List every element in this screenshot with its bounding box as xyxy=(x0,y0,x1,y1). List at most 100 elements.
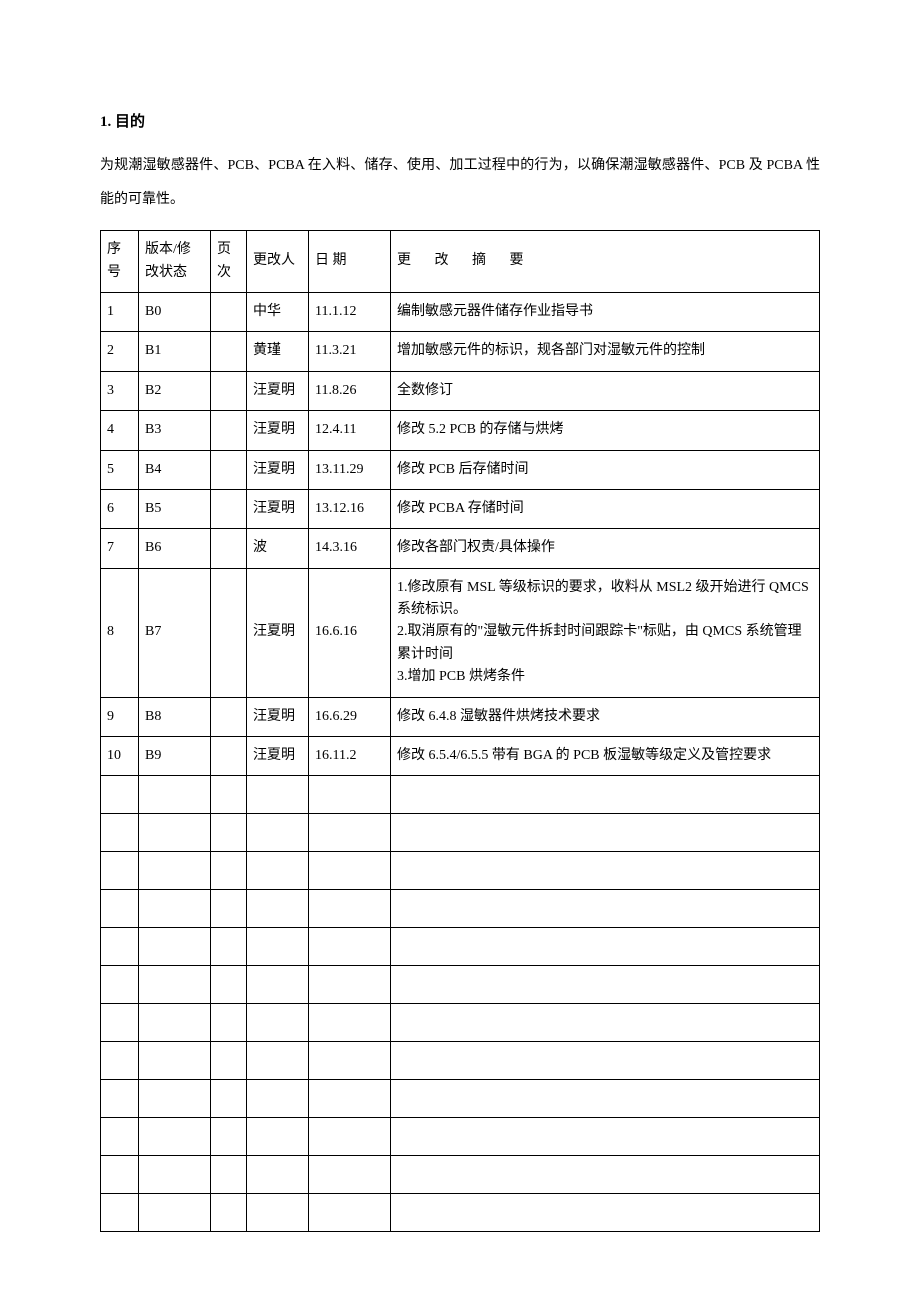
table-row-empty xyxy=(101,890,820,928)
cell-empty xyxy=(139,966,211,1004)
cell-empty xyxy=(101,814,139,852)
table-row-empty xyxy=(101,852,820,890)
table-row-empty xyxy=(101,1194,820,1232)
cell-empty xyxy=(139,1004,211,1042)
table-row-empty xyxy=(101,776,820,814)
table-row-empty xyxy=(101,1004,820,1042)
cell-version: B0 xyxy=(139,292,211,331)
table-row-empty xyxy=(101,928,820,966)
cell-date: 13.11.29 xyxy=(309,450,391,489)
section-title: 目的 xyxy=(115,114,145,130)
table-row: 7B6波14.3.16修改各部门权责/具体操作 xyxy=(101,529,820,568)
section-number: 1. xyxy=(100,114,111,130)
cell-page xyxy=(211,568,247,697)
cell-empty xyxy=(101,852,139,890)
cell-empty xyxy=(309,776,391,814)
cell-empty xyxy=(139,814,211,852)
col-header-author: 更改人 xyxy=(247,231,309,293)
cell-empty xyxy=(101,928,139,966)
cell-version: B4 xyxy=(139,450,211,489)
cell-empty xyxy=(391,966,820,1004)
cell-empty xyxy=(211,928,247,966)
cell-author: 中华 xyxy=(247,292,309,331)
cell-version: B5 xyxy=(139,489,211,528)
cell-empty xyxy=(101,1004,139,1042)
cell-version: B1 xyxy=(139,332,211,371)
cell-empty xyxy=(211,1194,247,1232)
cell-empty xyxy=(139,1042,211,1080)
table-row-empty xyxy=(101,1118,820,1156)
cell-empty xyxy=(211,966,247,1004)
cell-empty xyxy=(101,1042,139,1080)
cell-page xyxy=(211,697,247,736)
cell-empty xyxy=(391,1080,820,1118)
cell-page xyxy=(211,292,247,331)
cell-page xyxy=(211,529,247,568)
cell-empty xyxy=(391,890,820,928)
cell-summary: 修改 6.4.8 湿敏器件烘烤技术要求 xyxy=(391,697,820,736)
cell-empty xyxy=(211,1156,247,1194)
cell-author: 汪夏明 xyxy=(247,450,309,489)
cell-empty xyxy=(247,1080,309,1118)
cell-empty xyxy=(247,1194,309,1232)
cell-seq: 9 xyxy=(101,697,139,736)
cell-empty xyxy=(309,928,391,966)
cell-empty xyxy=(211,1042,247,1080)
cell-empty xyxy=(247,1042,309,1080)
cell-seq: 3 xyxy=(101,371,139,410)
cell-empty xyxy=(211,776,247,814)
cell-author: 黄瑾 xyxy=(247,332,309,371)
cell-version: B7 xyxy=(139,568,211,697)
cell-empty xyxy=(101,1118,139,1156)
intro-paragraph: 为规潮湿敏感器件、PCB、PCBA 在入料、储存、使用、加工过程中的行为，以确保… xyxy=(100,149,820,216)
cell-seq: 7 xyxy=(101,529,139,568)
cell-empty xyxy=(391,1156,820,1194)
cell-empty xyxy=(309,1004,391,1042)
cell-page xyxy=(211,411,247,450)
cell-empty xyxy=(139,1118,211,1156)
cell-date: 16.6.16 xyxy=(309,568,391,697)
table-row-empty xyxy=(101,1156,820,1194)
cell-empty xyxy=(101,890,139,928)
revision-history-table: 序号 版本/修改状态 页次 更改人 日 期 更 改 摘 要 1B0中华11.1.… xyxy=(100,230,820,1232)
cell-empty xyxy=(309,1118,391,1156)
cell-empty xyxy=(101,1156,139,1194)
cell-empty xyxy=(139,890,211,928)
cell-empty xyxy=(101,1080,139,1118)
cell-author: 汪夏明 xyxy=(247,568,309,697)
cell-empty xyxy=(309,1080,391,1118)
table-row-empty xyxy=(101,1080,820,1118)
cell-empty xyxy=(139,776,211,814)
cell-empty xyxy=(211,890,247,928)
cell-page xyxy=(211,737,247,776)
cell-empty xyxy=(247,776,309,814)
cell-seq: 4 xyxy=(101,411,139,450)
cell-empty xyxy=(391,852,820,890)
cell-version: B9 xyxy=(139,737,211,776)
cell-author: 汪夏明 xyxy=(247,489,309,528)
table-row-empty xyxy=(101,814,820,852)
cell-summary: 编制敏感元器件储存作业指导书 xyxy=(391,292,820,331)
cell-author: 汪夏明 xyxy=(247,411,309,450)
cell-version: B6 xyxy=(139,529,211,568)
cell-empty xyxy=(391,776,820,814)
table-row: 3B2汪夏明11.8.26全数修订 xyxy=(101,371,820,410)
cell-date: 11.3.21 xyxy=(309,332,391,371)
cell-summary: 1.修改原有 MSL 等级标识的要求，收料从 MSL2 级开始进行 QMCS 系… xyxy=(391,568,820,697)
table-row: 2B1黄瑾11.3.21增加敏感元件的标识，规各部门对湿敏元件的控制 xyxy=(101,332,820,371)
cell-empty xyxy=(391,928,820,966)
cell-empty xyxy=(211,814,247,852)
cell-date: 14.3.16 xyxy=(309,529,391,568)
cell-author: 汪夏明 xyxy=(247,737,309,776)
cell-author: 汪夏明 xyxy=(247,697,309,736)
cell-empty xyxy=(247,928,309,966)
cell-empty xyxy=(309,852,391,890)
cell-empty xyxy=(309,814,391,852)
cell-empty xyxy=(247,814,309,852)
cell-empty xyxy=(139,1194,211,1232)
cell-version: B2 xyxy=(139,371,211,410)
cell-empty xyxy=(139,1080,211,1118)
cell-empty xyxy=(101,1194,139,1232)
cell-date: 16.6.29 xyxy=(309,697,391,736)
col-header-version: 版本/修改状态 xyxy=(139,231,211,293)
